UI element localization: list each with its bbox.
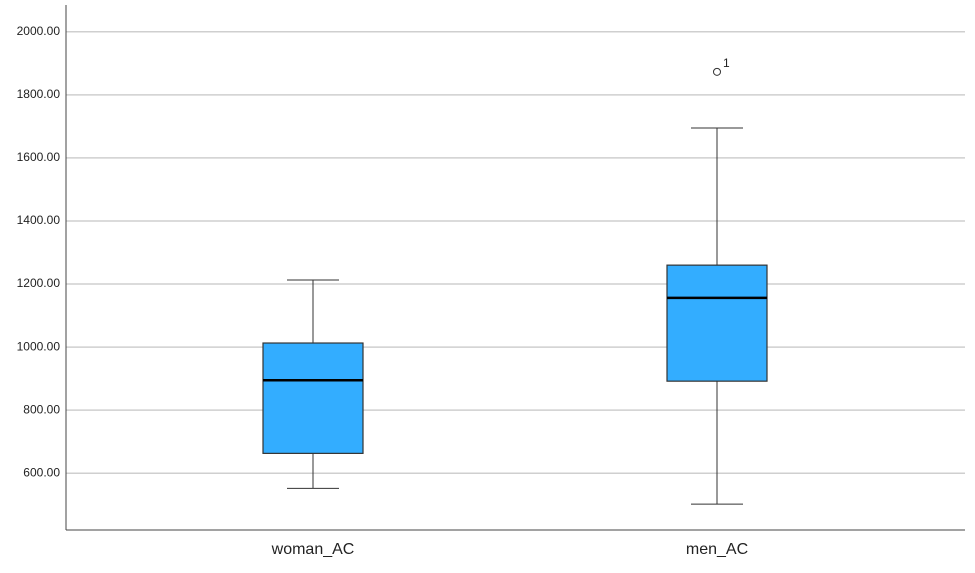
y-tick-label: 2000.00 xyxy=(17,24,61,38)
x-tick-label: woman_AC xyxy=(271,541,355,558)
y-tick-label: 1000.00 xyxy=(17,339,61,353)
box xyxy=(262,342,364,454)
y-tick-label: 800.00 xyxy=(23,402,60,416)
box xyxy=(666,264,768,382)
x-tick-label: men_AC xyxy=(686,541,748,558)
y-tick-label: 1600.00 xyxy=(17,150,61,164)
y-tick-label: 1200.00 xyxy=(17,276,61,290)
outlier xyxy=(713,67,721,76)
outlier-label: 1 xyxy=(723,56,730,70)
y-tick-label: 1400.00 xyxy=(17,213,61,227)
y-tick-label: 600.00 xyxy=(23,465,60,479)
y-tick-label: 1800.00 xyxy=(17,87,61,101)
